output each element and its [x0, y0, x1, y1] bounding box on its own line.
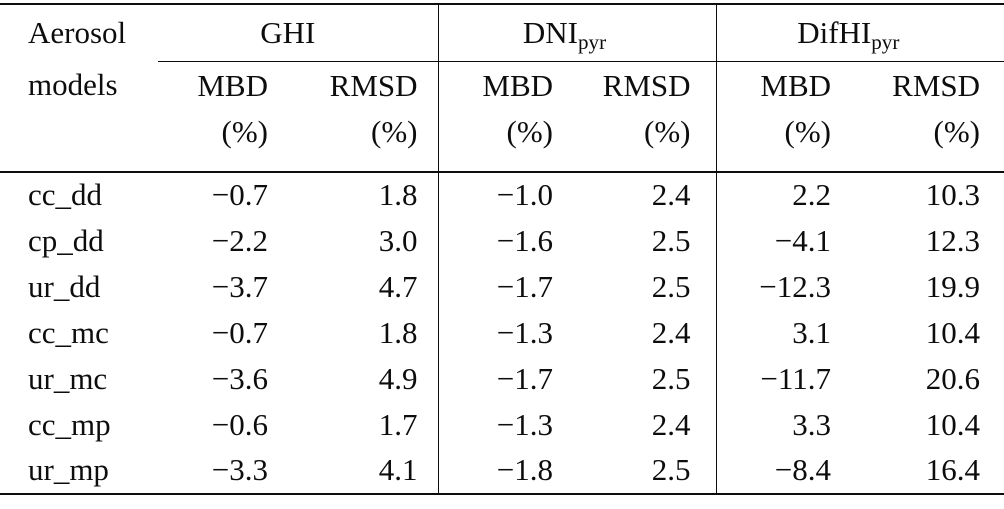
group-dni-label: DNI — [522, 14, 579, 50]
value-cell: 4.9 — [378, 360, 418, 396]
value-cell: −3.7 — [211, 268, 268, 304]
value-cell: −8.4 — [715, 448, 832, 494]
value-cell: −2.2 — [211, 222, 268, 258]
table-row: ur_dd −3.7 4.7 −1.7 2.5 −12.3 19.9 — [0, 264, 1004, 310]
results-table: Aerosol GHI DNIpyr DifHIpyr models MBD R… — [0, 3, 1004, 495]
model-name-cell: ur_mp — [28, 452, 109, 488]
model-name-cell: cc_dd — [28, 177, 103, 213]
value-cell: 10.3 — [925, 177, 981, 213]
header-unit-row: (%) (%) (%) (%) (%) (%) — [0, 110, 1004, 173]
value-cell: −1.7 — [437, 264, 554, 310]
unit-dni-rmsd: (%) — [553, 110, 717, 173]
header-metric-row: models MBD RMSD MBD RMSD MBD RMSD — [0, 61, 1004, 110]
value-cell: −1.8 — [437, 448, 554, 494]
header-aerosol-line1: Aerosol — [28, 14, 127, 50]
value-cell: −1.6 — [437, 218, 554, 264]
column-group-dni-pyr: DNIpyr — [437, 4, 717, 62]
table-row: cc_dd −0.7 1.8 −1.0 2.4 2.2 10.3 — [0, 172, 1004, 218]
model-name-cell: cp_dd — [28, 222, 104, 258]
spacer-cell — [0, 110, 158, 173]
header-aerosol-line2: models — [28, 67, 118, 103]
value-cell: 1.8 — [378, 177, 418, 213]
model-name-cell: ur_mc — [28, 360, 108, 396]
unit-ghi-mbd: (%) — [158, 110, 268, 173]
header-dni-rmsd: RMSD — [602, 67, 691, 103]
model-name-cell: cc_mp — [28, 406, 111, 442]
value-cell: 2.5 — [651, 268, 691, 304]
value-cell: 2.5 — [651, 452, 691, 488]
value-cell: 2.2 — [715, 172, 832, 218]
value-cell: 2.4 — [651, 314, 691, 350]
value-cell: −1.3 — [437, 402, 554, 448]
table-row: cc_mp −0.6 1.7 −1.3 2.4 3.3 10.4 — [0, 402, 1004, 448]
table-header: Aerosol GHI DNIpyr DifHIpyr models MBD R… — [0, 4, 1004, 173]
value-cell: −11.7 — [715, 356, 832, 402]
column-group-ghi: GHI — [158, 4, 439, 62]
value-cell: 2.4 — [651, 406, 691, 442]
unit-dni-mbd: (%) — [437, 110, 554, 173]
unit-ghi-rmsd: (%) — [268, 110, 439, 173]
value-cell: −1.3 — [437, 310, 554, 356]
value-cell: 10.4 — [925, 406, 981, 442]
value-cell: −3.3 — [211, 452, 268, 488]
unit-difhi-mbd: (%) — [715, 110, 832, 173]
value-cell: 20.6 — [925, 360, 981, 396]
value-cell: 1.7 — [378, 406, 418, 442]
group-difhi-subscript: pyr — [871, 29, 900, 54]
value-cell: −0.7 — [211, 177, 268, 213]
value-cell: 3.1 — [715, 310, 832, 356]
header-group-row: Aerosol GHI DNIpyr DifHIpyr — [0, 4, 1004, 62]
unit-difhi-rmsd: (%) — [831, 110, 1004, 173]
value-cell: 4.7 — [378, 268, 418, 304]
header-difhi-rmsd: RMSD — [892, 67, 981, 103]
value-cell: −0.7 — [211, 314, 268, 350]
column-group-difhi-pyr: DifHIpyr — [715, 4, 1004, 62]
table-row: cp_dd −2.2 3.0 −1.6 2.5 −4.1 12.3 — [0, 218, 1004, 264]
header-ghi-mbd: MBD — [197, 67, 268, 103]
value-cell: 12.3 — [925, 222, 981, 258]
value-cell: −1.0 — [437, 172, 554, 218]
group-dni-subscript: pyr — [578, 29, 607, 54]
paper-table-page: Aerosol GHI DNIpyr DifHIpyr models MBD R… — [0, 3, 1004, 509]
value-cell: 16.4 — [925, 452, 981, 488]
table-body: cc_dd −0.7 1.8 −1.0 2.4 2.2 10.3 cp_dd −… — [0, 172, 1004, 494]
table-row: cc_mc −0.7 1.8 −1.3 2.4 3.1 10.4 — [0, 310, 1004, 356]
header-difhi-mbd: MBD — [715, 61, 832, 110]
model-name-cell: cc_mc — [28, 314, 109, 350]
group-difhi-label: DifHI — [797, 14, 872, 50]
value-cell: 3.3 — [715, 402, 832, 448]
model-name-cell: ur_dd — [28, 268, 101, 304]
value-cell: 2.4 — [651, 177, 691, 213]
header-ghi-rmsd: RMSD — [329, 67, 418, 103]
value-cell: −0.6 — [211, 406, 268, 442]
header-dni-mbd: MBD — [437, 61, 554, 110]
value-cell: 2.5 — [651, 222, 691, 258]
group-ghi-label: GHI — [260, 14, 316, 50]
value-cell: −1.7 — [437, 356, 554, 402]
table-row: ur_mp −3.3 4.1 −1.8 2.5 −8.4 16.4 — [0, 448, 1004, 494]
value-cell: −12.3 — [715, 264, 832, 310]
value-cell: 4.1 — [378, 452, 418, 488]
table-row: ur_mc −3.6 4.9 −1.7 2.5 −11.7 20.6 — [0, 356, 1004, 402]
value-cell: −4.1 — [715, 218, 832, 264]
value-cell: −3.6 — [211, 360, 268, 396]
value-cell: 2.5 — [651, 360, 691, 396]
value-cell: 10.4 — [925, 314, 981, 350]
value-cell: 3.0 — [378, 222, 418, 258]
value-cell: 1.8 — [378, 314, 418, 350]
value-cell: 19.9 — [925, 268, 981, 304]
